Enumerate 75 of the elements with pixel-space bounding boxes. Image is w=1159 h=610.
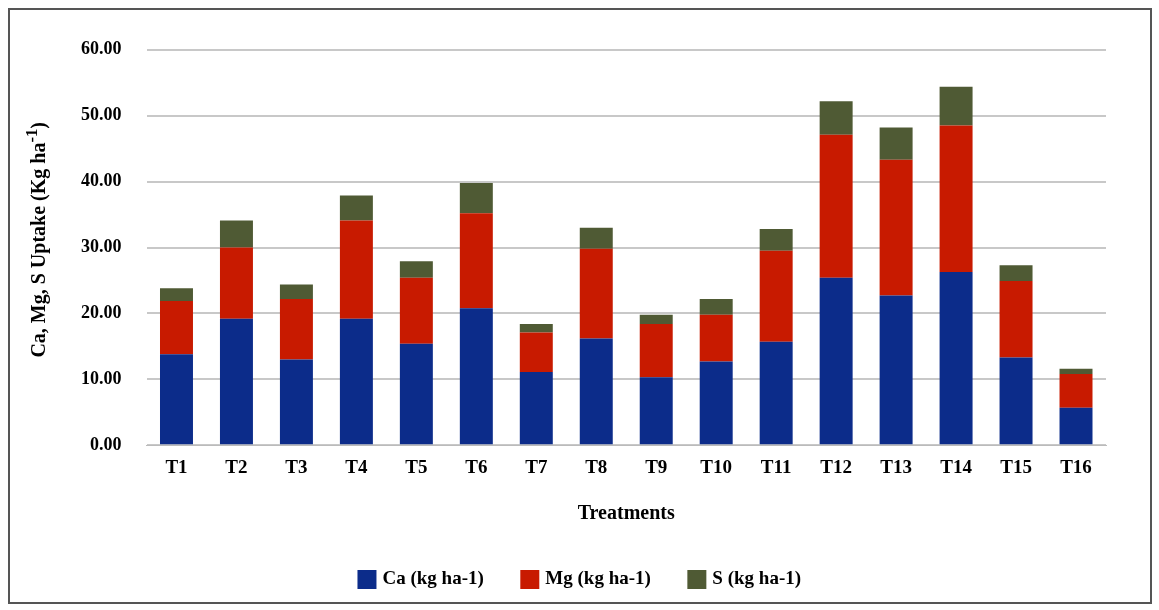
x-tick-label: T5 (405, 455, 428, 477)
bar (159, 354, 193, 445)
bar (519, 323, 553, 333)
bar (639, 377, 673, 445)
bar (579, 248, 613, 339)
bar (279, 284, 313, 299)
bar (699, 298, 733, 315)
bar (999, 265, 1033, 282)
x-tick-label: T10 (700, 455, 733, 477)
x-tick-label: T8 (585, 455, 608, 477)
bar (699, 361, 733, 445)
bar (819, 134, 853, 278)
bar (699, 314, 733, 362)
y-tick-label: 60.00 (81, 38, 122, 59)
bar (339, 220, 373, 319)
bar (159, 300, 193, 355)
bar (459, 308, 493, 445)
x-tick-label: T9 (645, 455, 668, 477)
bar (579, 338, 613, 445)
x-tick-label: T12 (820, 455, 852, 477)
bar (279, 359, 313, 445)
x-tick-label: T6 (465, 455, 488, 477)
x-tick-label: T13 (880, 455, 912, 477)
bar (579, 227, 613, 249)
y-tick-label: 0.00 (90, 433, 122, 454)
bar (939, 125, 973, 272)
bar (759, 341, 793, 445)
x-tick-label: T4 (345, 455, 368, 477)
x-tick-label: T11 (760, 455, 792, 477)
x-tick-label: T15 (1000, 455, 1032, 477)
bar (1059, 407, 1093, 445)
bar (339, 318, 373, 445)
y-tick-label: 40.00 (81, 170, 122, 191)
y-tick-label: 20.00 (81, 302, 122, 323)
bar (999, 357, 1033, 445)
bar (459, 182, 493, 214)
bar (1059, 374, 1093, 408)
bar (159, 288, 193, 301)
bar (939, 271, 973, 445)
bar (759, 250, 793, 342)
bar (999, 281, 1033, 358)
legend-label: Mg (kg ha-1) (545, 567, 651, 590)
x-tick-label: T14 (940, 455, 973, 477)
bar (279, 298, 313, 360)
x-tick-label: T3 (285, 455, 308, 477)
bar (879, 127, 913, 160)
bar (399, 261, 433, 278)
bar (399, 277, 433, 344)
bar (219, 220, 253, 248)
bar (939, 86, 973, 126)
bar (399, 343, 433, 445)
x-tick-label: T16 (1060, 455, 1092, 477)
legend-label: S (kg ha-1) (712, 567, 802, 590)
y-tick-label: 30.00 (81, 236, 122, 257)
bar (819, 277, 853, 445)
x-tick-label: T1 (165, 455, 188, 477)
x-tick-label: T7 (525, 455, 548, 477)
bar (639, 323, 673, 378)
bar (759, 229, 793, 251)
bar (519, 372, 553, 445)
x-axis-title: Treatments (577, 501, 675, 524)
bar (879, 159, 913, 296)
bar (1059, 368, 1093, 375)
bar (219, 318, 253, 445)
x-tick-label: T2 (225, 455, 248, 477)
bar (879, 295, 913, 445)
bar (519, 332, 553, 373)
y-tick-label: 50.00 (81, 104, 122, 125)
legend-label: Ca (kg ha-1) (382, 567, 484, 590)
bar (339, 195, 373, 221)
bar (639, 314, 673, 324)
bar (219, 247, 253, 319)
bar (459, 213, 493, 309)
bar (819, 101, 853, 135)
y-tick-label: 10.00 (81, 367, 122, 388)
